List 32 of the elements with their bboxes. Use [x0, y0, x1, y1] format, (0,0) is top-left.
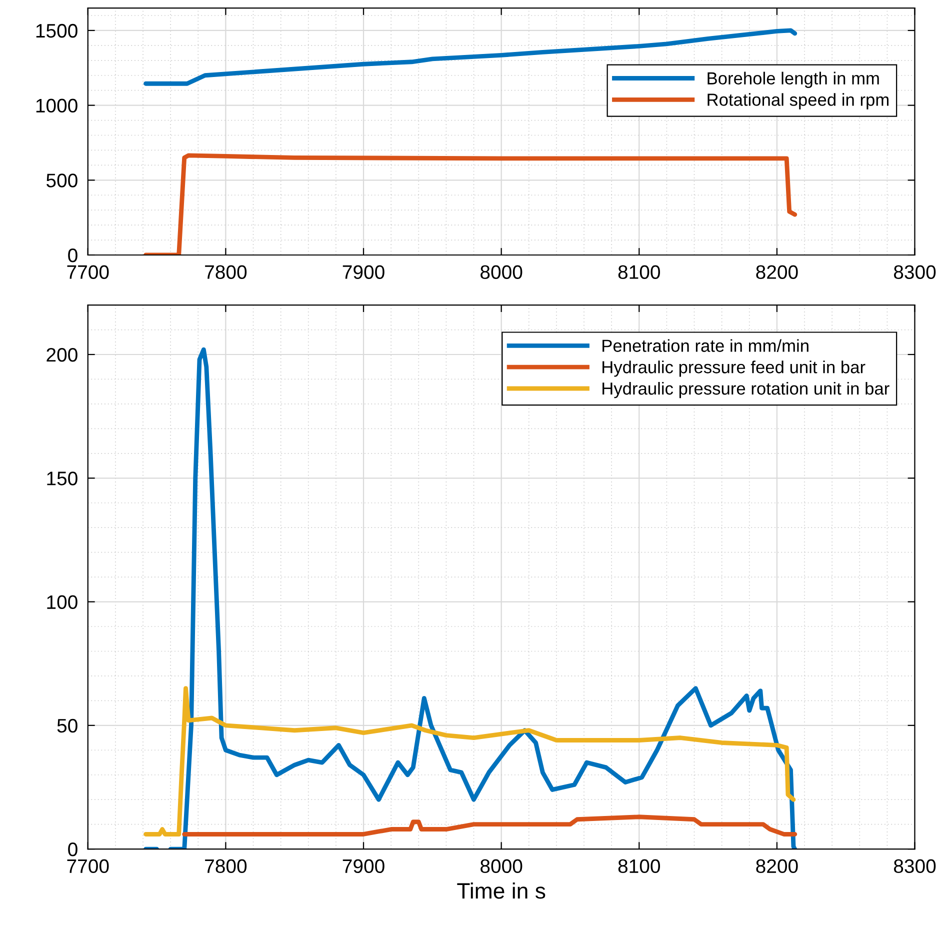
y-tick-label: 100: [47, 595, 78, 610]
x-tick-label: 8200: [756, 859, 798, 874]
y-tick-label: 1500: [36, 24, 78, 38]
x-axis-title: Time in s: [457, 882, 546, 899]
x-tick-label: 8100: [618, 859, 660, 874]
x-tick-label: 8200: [756, 265, 798, 279]
legend-label: Rotational speed in rpm: [708, 93, 888, 110]
x-tick-label: 8300: [894, 859, 936, 874]
x-tick-label: 7800: [205, 859, 247, 874]
y-tick-label: 0: [68, 842, 78, 856]
x-tick-label: 8000: [480, 859, 522, 874]
y-tick-label: 150: [47, 472, 78, 486]
x-tick-label: 7900: [342, 265, 384, 279]
y-tick-label: 0: [68, 248, 78, 262]
line-series: [182, 814, 798, 836]
x-tick-label: 7800: [205, 265, 247, 279]
x-tick-label: 7700: [67, 265, 109, 279]
legend-label: Borehole length in mm: [708, 72, 879, 88]
y-tick-label: 200: [46, 348, 78, 362]
line-series: [144, 686, 796, 836]
legend-label: Penetration rate in mm/min: [602, 339, 808, 352]
x-tick-label: 8100: [618, 265, 660, 279]
x-tick-label: 8000: [480, 265, 522, 279]
y-tick-label: 1000: [36, 98, 78, 113]
x-tick-label: 7700: [67, 859, 109, 874]
y-tick-label: 50: [57, 718, 78, 733]
x-tick-label: 7900: [342, 859, 384, 874]
y-tick-label: 500: [46, 174, 78, 188]
legend-label: Hydraulic pressure rotation unit in bar: [602, 382, 890, 398]
legend-label: Hydraulic pressure feed unit in bar: [602, 360, 866, 377]
line-series: [144, 153, 798, 255]
x-tick-label: 8300: [894, 265, 936, 279]
